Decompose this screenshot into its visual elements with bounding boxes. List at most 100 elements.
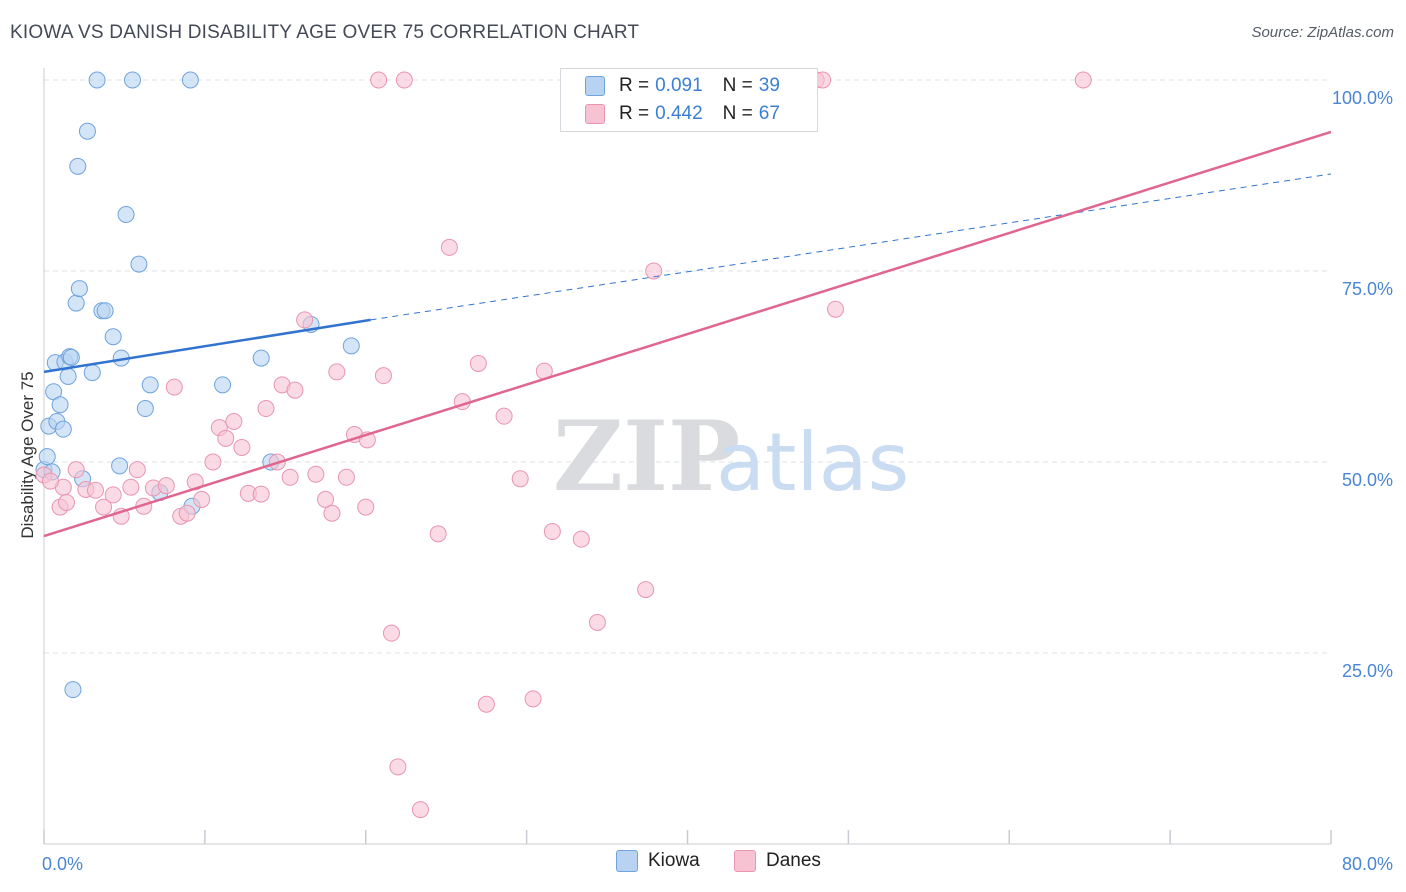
danes-point-60: [645, 262, 663, 280]
danes-n-label: N =: [722, 103, 753, 124]
y-tick-label-2: 50.0%: [1342, 470, 1393, 490]
kiowa-point-20: [88, 71, 106, 89]
danes-point-59: [637, 581, 655, 599]
danes-point-26: [252, 485, 270, 503]
danes-point-11: [128, 461, 146, 479]
kiowa-point-14: [67, 294, 85, 312]
kiowa-point-27: [123, 71, 141, 89]
danes-point-45: [395, 71, 413, 89]
kiowa-n-label: N =: [722, 75, 753, 96]
kiowa-r-label: R =: [619, 75, 650, 96]
danes-point-39: [357, 498, 375, 516]
danes-trend-line: [43, 130, 1332, 538]
danes-r-value: 0.442: [655, 103, 703, 124]
kiowa-point-22: [96, 302, 114, 320]
danes-point-66: [41, 472, 59, 490]
danes-point-34: [317, 490, 335, 508]
danes-point-51: [477, 695, 495, 713]
watermark-atlas: atlas: [716, 416, 909, 509]
kiowa-n-value: 39: [758, 75, 780, 96]
danes-point-22: [217, 429, 235, 447]
danes-point-46: [411, 801, 429, 819]
kiowa-point-1: [38, 448, 56, 466]
danes-point-64: [827, 300, 845, 318]
danes-point-30: [281, 468, 299, 486]
kiowa-point-18: [78, 122, 96, 140]
watermark-zip: ZIP: [553, 400, 740, 513]
danes-point-58: [588, 613, 606, 631]
danes-point-47: [429, 525, 447, 543]
kiowa-trend-line: [43, 318, 371, 374]
danes-point-48: [440, 238, 458, 256]
stats-legend-row-danes: R = 0.442 N = 67: [585, 102, 780, 126]
kiowa-point-19: [83, 364, 101, 382]
kiowa-point-13: [64, 681, 82, 699]
source-label: Source: ZipAtlas.com: [1251, 24, 1394, 41]
x-tick-label-0: 0.0%: [42, 854, 83, 874]
danes-point-43: [382, 624, 400, 642]
kiowa-point-10: [59, 367, 77, 385]
danes-point-20: [204, 453, 222, 471]
kiowa-point-15: [69, 157, 87, 175]
kiowa-point-16: [70, 280, 88, 298]
danes-point-33: [307, 465, 325, 483]
kiowa-point-30: [141, 376, 159, 394]
kiowa-point-24: [111, 457, 129, 475]
danes-r-label: R =: [619, 103, 650, 124]
legend-danes-label: Danes: [766, 850, 821, 871]
series-legend: Kiowa Danes: [0, 850, 1406, 878]
y-tick-label-3: 25.0%: [1342, 661, 1393, 681]
danes-point-56: [543, 523, 561, 541]
kiowa-point-7: [51, 396, 69, 414]
danes-point-10: [122, 478, 140, 496]
legend-item-kiowa[interactable]: Kiowa: [616, 850, 700, 872]
danes-point-57: [572, 530, 590, 548]
danes-point-24: [233, 438, 251, 456]
chart-title: KIOWA VS DANISH DISABILITY AGE OVER 75 C…: [10, 22, 640, 43]
kiowa-point-23: [104, 328, 122, 346]
kiowa-point-38: [342, 337, 360, 355]
stats-legend-row-kiowa: R = 0.091 N = 39: [585, 74, 780, 98]
legend-kiowa-swatch: [616, 850, 638, 872]
danes-point-27: [257, 400, 275, 418]
danes-point-65: [1074, 71, 1092, 89]
danes-point-15: [165, 378, 183, 396]
kiowa-point-8: [54, 420, 72, 438]
danes-point-17: [178, 504, 196, 522]
danes-point-54: [524, 690, 542, 708]
danes-point-6: [86, 481, 104, 499]
y-tick-label-0: 100.0%: [1332, 88, 1393, 108]
danes-point-19: [193, 490, 211, 508]
kiowa-point-32: [181, 71, 199, 89]
danes-point-4: [67, 461, 85, 479]
y-tick-label-1: 75.0%: [1342, 279, 1393, 299]
kiowa-point-35: [252, 349, 270, 367]
legend-kiowa-label: Kiowa: [648, 850, 700, 871]
danes-point-41: [370, 71, 388, 89]
legend-item-danes[interactable]: Danes: [734, 850, 821, 872]
danes-point-7: [95, 498, 113, 516]
kiowa-swatch: [585, 76, 605, 96]
kiowa-r-value: 0.091: [655, 75, 703, 96]
danes-point-35: [323, 504, 341, 522]
kiowa-point-12: [62, 348, 80, 366]
danes-n-value: 67: [758, 103, 780, 124]
danes-point-37: [337, 468, 355, 486]
kiowa-point-28: [130, 255, 148, 273]
danes-point-3: [58, 493, 76, 511]
kiowa-point-34: [214, 376, 232, 394]
kiowa-trend-extension: [370, 173, 1332, 321]
danes-point-52: [495, 407, 513, 425]
danes-point-36: [328, 363, 346, 381]
danes-point-42: [374, 367, 392, 385]
danes-point-14: [157, 477, 175, 495]
danes-point-50: [469, 354, 487, 372]
stats-legend: R = 0.091 N = 39 R = 0.442 N = 67: [560, 68, 818, 132]
kiowa-point-29: [136, 400, 154, 418]
kiowa-point-26: [117, 205, 135, 223]
x-tick-label-1: 80.0%: [1342, 854, 1393, 874]
legend-danes-swatch: [734, 850, 756, 872]
danes-point-32: [296, 311, 314, 329]
danes-point-53: [511, 470, 529, 488]
